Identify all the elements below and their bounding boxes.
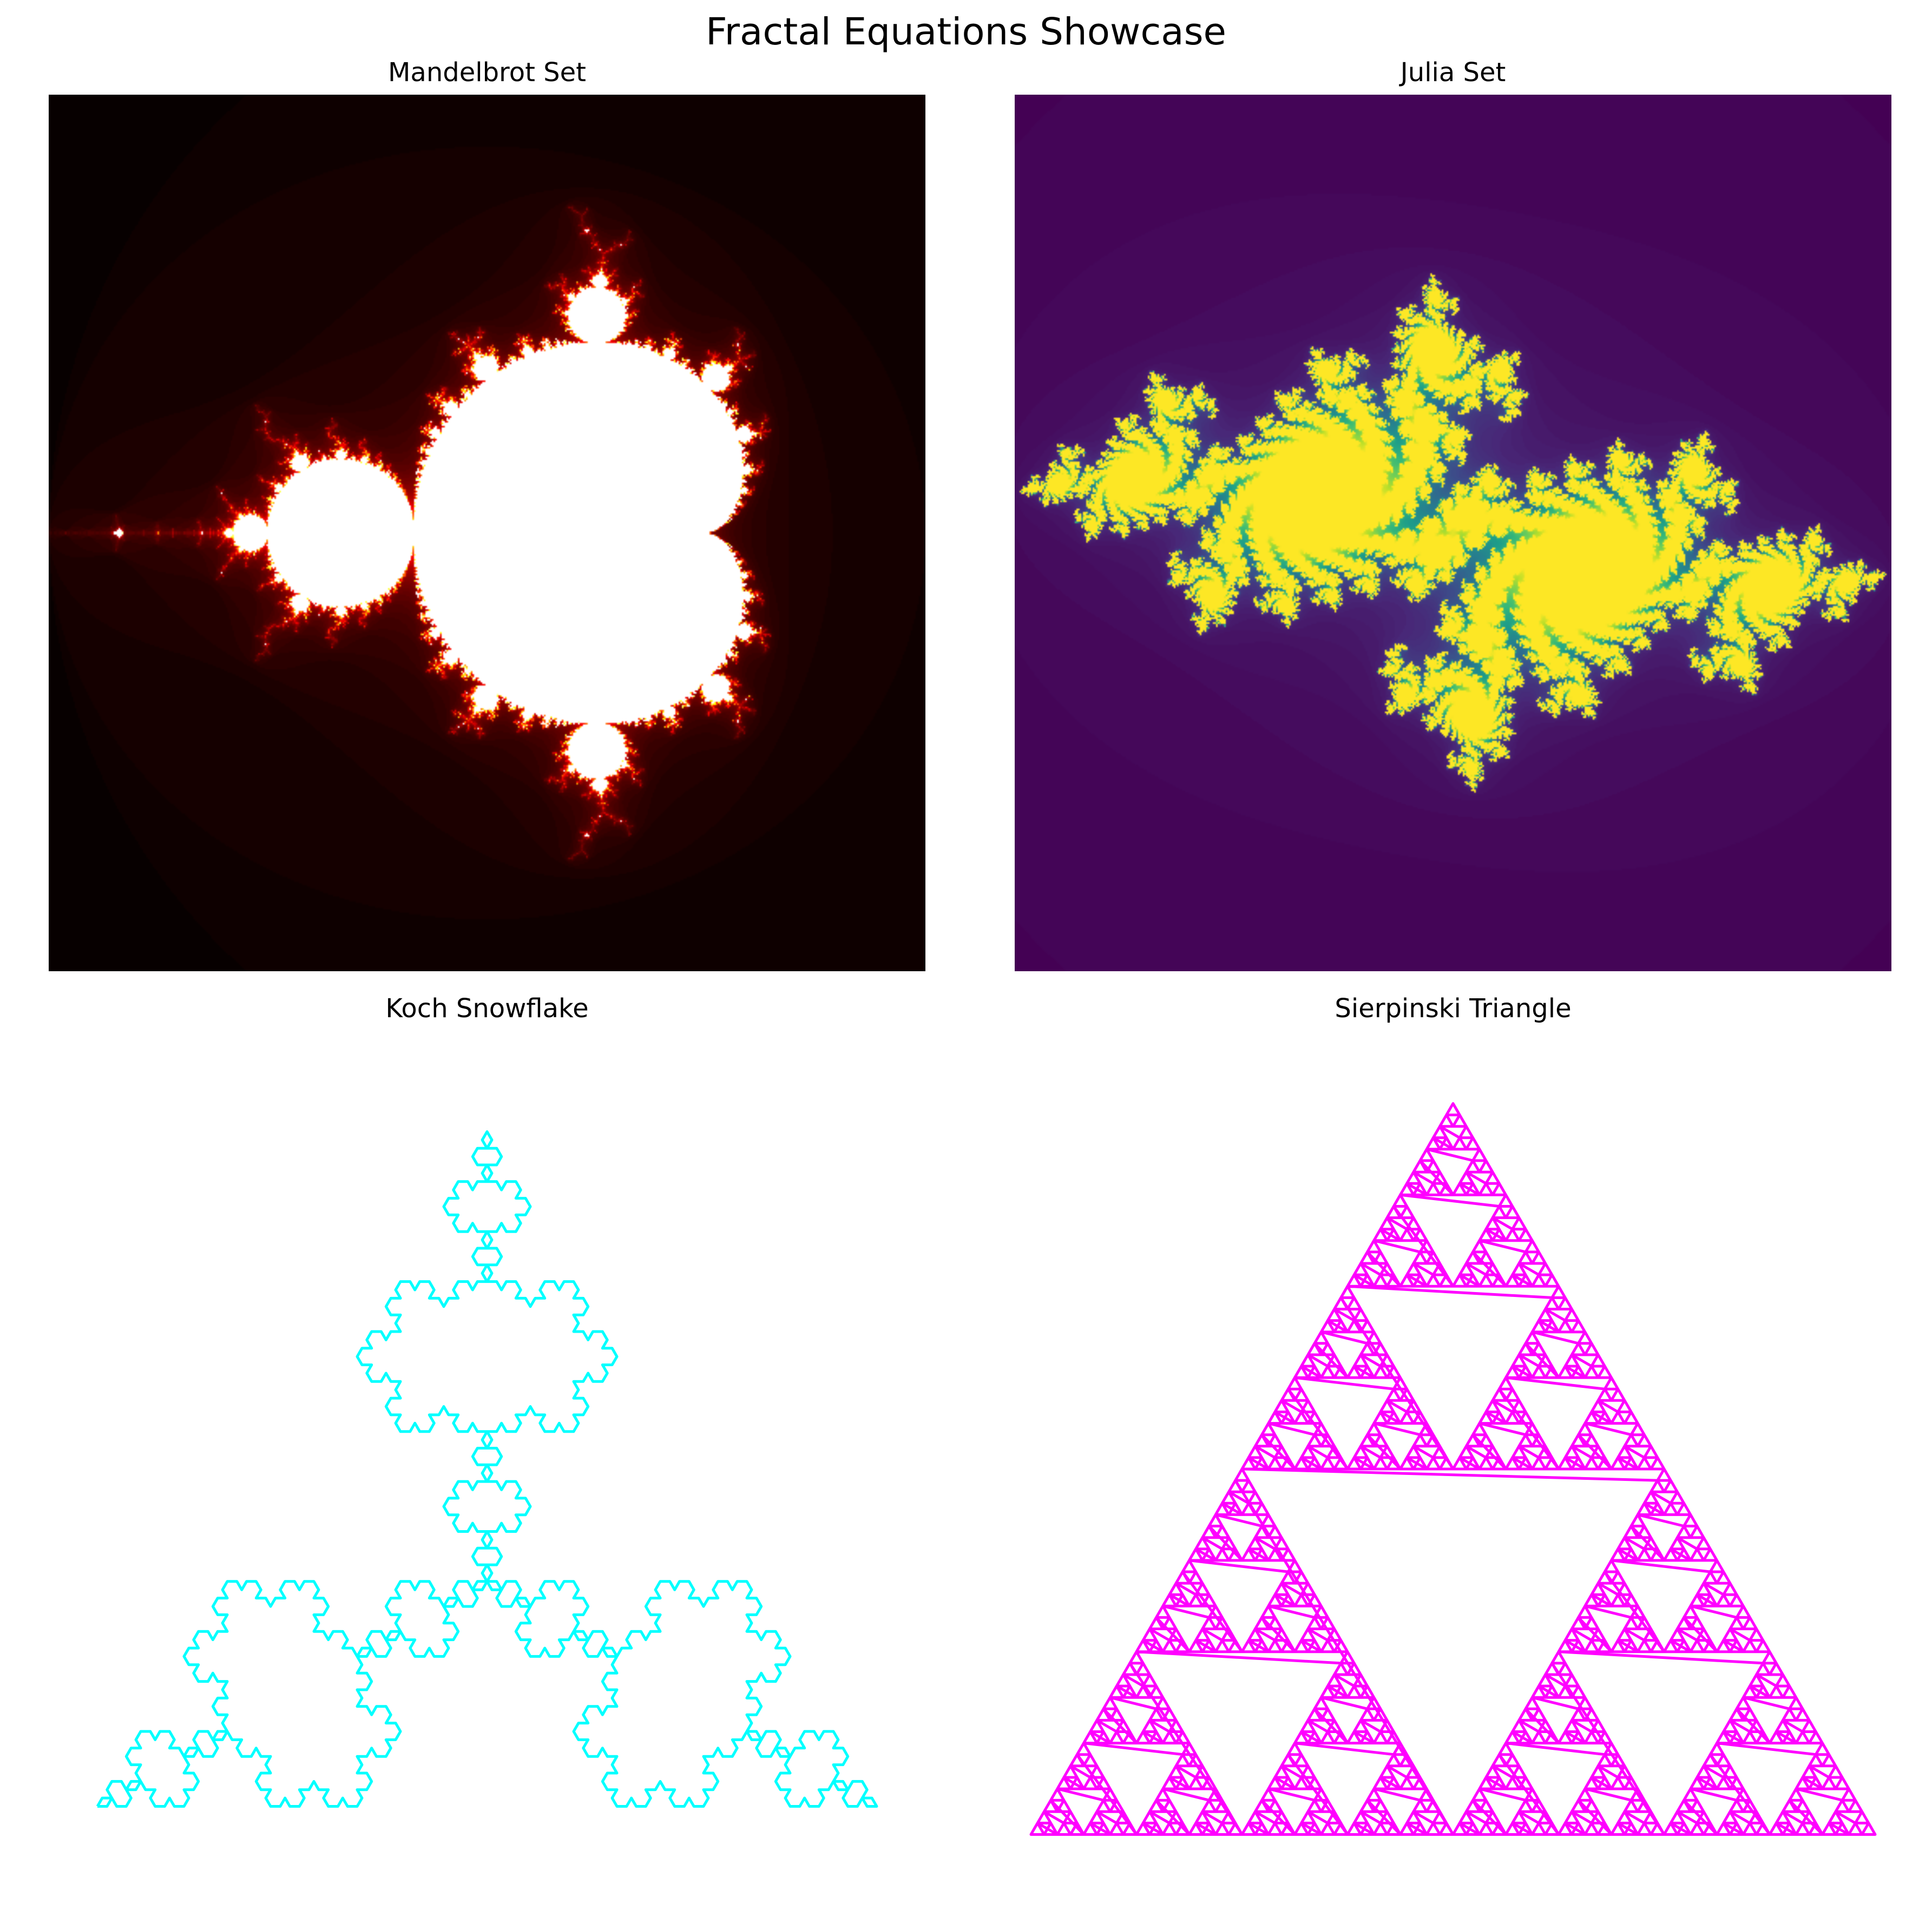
- koch-title: Koch Snowflake: [385, 993, 589, 1024]
- sierpinski-panel: [1015, 1031, 1891, 1907]
- julia-heatmap: [1015, 95, 1891, 971]
- koch-panel: [49, 1031, 925, 1907]
- mandelbrot-panel: [49, 95, 925, 971]
- koch-snowflake-plot: [96, 1130, 878, 1808]
- koch-series-line: [96, 1130, 878, 1808]
- sierpinski-title: Sierpinski Triangle: [1335, 993, 1572, 1024]
- mandelbrot-title: Mandelbrot Set: [388, 57, 586, 88]
- julia-panel: [1015, 95, 1891, 971]
- mandelbrot-heatmap: [49, 95, 925, 971]
- sierpinski-triangle-plot: [1029, 1102, 1877, 1836]
- figure-title: Fractal Equations Showcase: [706, 10, 1226, 54]
- julia-title: Julia Set: [1400, 57, 1506, 88]
- sierpinski-series-line: [1029, 1102, 1877, 1836]
